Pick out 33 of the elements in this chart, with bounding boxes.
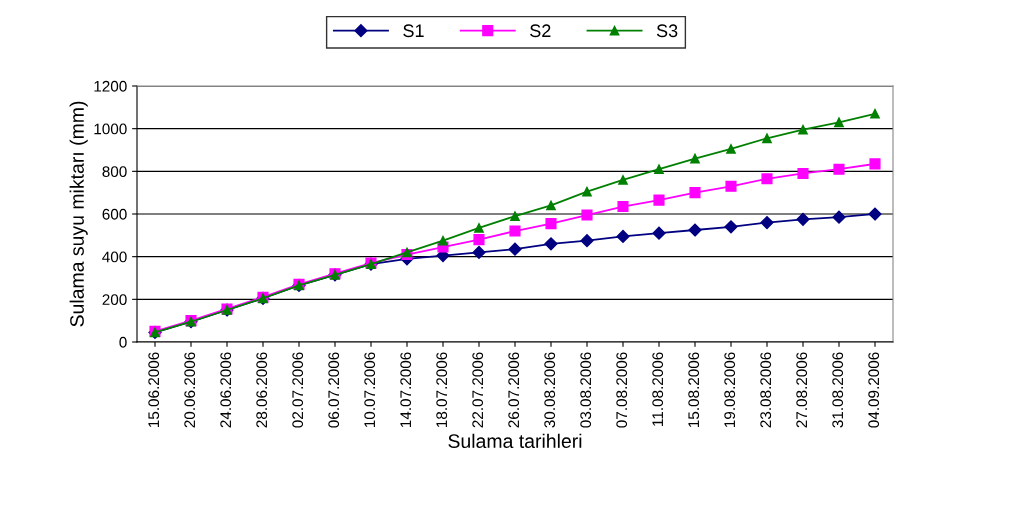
x-tick-label: 24.06.2006 xyxy=(220,352,232,428)
x-tick-label: 04.09.2006 xyxy=(868,352,880,428)
legend-label: S2 xyxy=(530,24,551,38)
x-tick-label: 15.06.2006 xyxy=(148,352,160,428)
x-tick-label: 20.06.2006 xyxy=(184,352,196,428)
y-axis-title: Sulama suyu miktarı (mm) xyxy=(69,101,88,327)
x-tick-label: 14.07.2006 xyxy=(400,352,412,428)
x-tick-label: 10.07.2006 xyxy=(364,352,376,428)
x-tick-label: 31.08.2006 xyxy=(832,352,844,428)
x-tick-label: 30.08.2006 xyxy=(544,352,556,428)
x-tick-label: 11.08.2006 xyxy=(652,352,664,426)
x-tick-label: 28.06.2006 xyxy=(256,352,268,428)
legend-label: S3 xyxy=(656,24,678,38)
y-tick-label: 200 xyxy=(102,294,127,306)
x-tick-label: 22.07.2006 xyxy=(472,352,484,428)
y-tick-label: 0 xyxy=(119,336,127,348)
y-tick-label: 1000 xyxy=(94,123,127,135)
y-tick-label: 1200 xyxy=(94,80,127,92)
x-tick-label: 23.08.2006 xyxy=(760,352,772,428)
x-tick-label: 03.08.2006 xyxy=(580,352,592,428)
y-tick-label: 800 xyxy=(102,166,127,178)
x-tick-label: 27.08.2006 xyxy=(796,352,808,428)
legend-label: S1 xyxy=(403,24,424,38)
x-axis-title: Sulama tarihleri xyxy=(448,433,582,449)
x-tick-label: 18.07.2006 xyxy=(436,352,448,428)
x-tick-label: 07.08.2006 xyxy=(616,352,628,428)
x-tick-label: 19.08.2006 xyxy=(724,352,736,428)
x-tick-label: 15.08.2006 xyxy=(688,352,700,428)
x-tick-label: 02.07.2006 xyxy=(292,352,304,428)
y-tick-label: 400 xyxy=(102,251,127,263)
x-tick-label: 26.07.2006 xyxy=(508,352,520,428)
x-tick-label: 06.07.2006 xyxy=(328,352,340,428)
y-tick-label: 600 xyxy=(102,208,127,220)
